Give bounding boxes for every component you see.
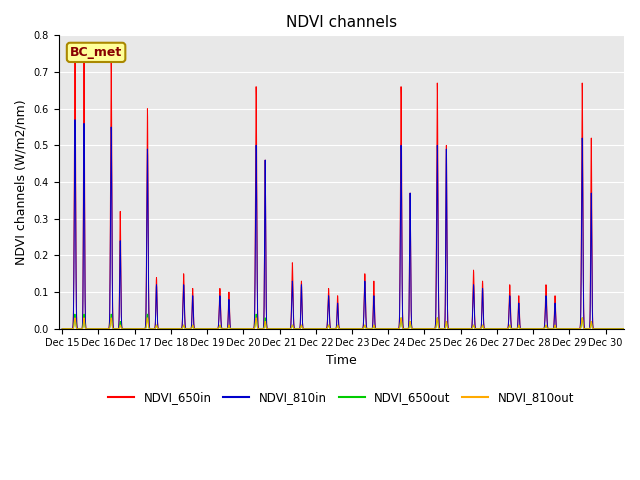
NDVI_810out: [177, 326, 185, 332]
NDVI_650out: [58, 326, 66, 332]
NDVI_650out: [638, 326, 640, 332]
Line: NDVI_650in: NDVI_650in: [62, 50, 640, 329]
NDVI_650in: [427, 326, 435, 332]
Line: NDVI_810in: NDVI_810in: [62, 120, 640, 329]
NDVI_810in: [478, 316, 486, 322]
NDVI_650in: [177, 326, 185, 332]
NDVI_810out: [478, 325, 486, 331]
NDVI_650out: [71, 311, 79, 317]
NDVI_650in: [638, 326, 640, 332]
Legend: NDVI_650in, NDVI_810in, NDVI_650out, NDVI_810out: NDVI_650in, NDVI_810in, NDVI_650out, NDV…: [104, 386, 579, 408]
NDVI_810in: [71, 117, 79, 122]
NDVI_810out: [638, 326, 640, 332]
NDVI_650out: [550, 326, 557, 332]
NDVI_810in: [177, 326, 185, 332]
NDVI_810out: [609, 326, 616, 332]
NDVI_810out: [427, 326, 435, 332]
NDVI_810out: [58, 326, 66, 332]
NDVI_810in: [515, 301, 522, 307]
NDVI_810out: [550, 326, 557, 332]
NDVI_650out: [609, 326, 616, 332]
NDVI_650out: [177, 326, 185, 332]
Title: NDVI channels: NDVI channels: [285, 15, 397, 30]
NDVI_650in: [58, 326, 66, 332]
Text: BC_met: BC_met: [70, 46, 122, 59]
NDVI_650in: [632, 326, 639, 332]
NDVI_810in: [58, 326, 66, 332]
Line: NDVI_650out: NDVI_650out: [62, 314, 640, 329]
NDVI_650in: [515, 295, 522, 300]
NDVI_810out: [515, 323, 522, 328]
NDVI_650out: [427, 326, 435, 332]
NDVI_810out: [632, 326, 639, 332]
Line: NDVI_810out: NDVI_810out: [62, 318, 640, 329]
NDVI_650in: [478, 314, 486, 320]
NDVI_650out: [515, 323, 522, 328]
NDVI_650out: [478, 325, 486, 331]
NDVI_650in: [550, 325, 557, 331]
NDVI_810in: [632, 326, 639, 332]
NDVI_810in: [427, 326, 435, 332]
X-axis label: Time: Time: [326, 354, 356, 367]
NDVI_810in: [550, 325, 557, 331]
NDVI_650in: [609, 326, 616, 332]
Y-axis label: NDVI channels (W/m2/nm): NDVI channels (W/m2/nm): [15, 99, 28, 265]
NDVI_650in: [71, 47, 79, 53]
NDVI_810in: [609, 326, 616, 332]
NDVI_650out: [632, 326, 639, 332]
NDVI_810in: [638, 326, 640, 332]
NDVI_810out: [71, 315, 79, 321]
